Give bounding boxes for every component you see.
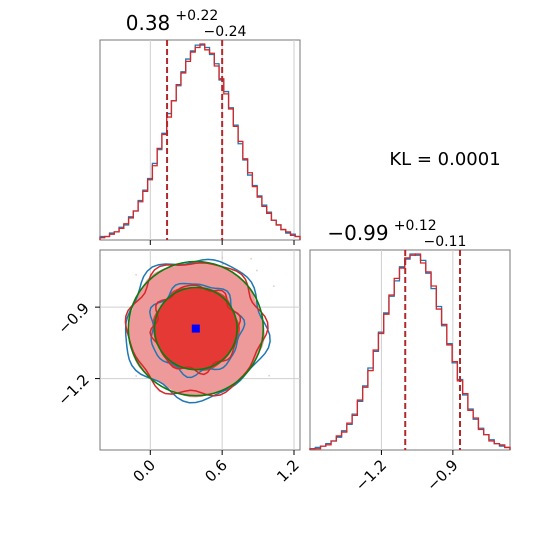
joint-sample — [221, 256, 224, 259]
marginal1-hist-1 — [99, 43, 301, 240]
marginal2-hist-1 — [309, 253, 511, 450]
joint-xtick-label-0: 0.0 — [130, 456, 160, 486]
marginal1-frame — [99, 39, 301, 241]
joint-sample — [272, 285, 275, 288]
joint-contour-green-outer — [127, 260, 265, 397]
marginal2-xtick-label-1: −0.9 — [423, 456, 461, 494]
joint-contour-blue-inner — [149, 282, 246, 379]
joint-xtick-label-1: 0.6 — [201, 456, 231, 486]
joint-sample — [250, 257, 253, 260]
joint-sample — [135, 273, 138, 276]
marginal-param2-panel — [309, 249, 511, 455]
marginal-param1-panel — [99, 39, 301, 245]
param1-title-sub: −0.24 — [204, 24, 247, 40]
joint-mean-marker — [191, 324, 200, 333]
joint-sample — [256, 269, 258, 272]
param2-title-main: −0.99 — [327, 221, 388, 245]
param2-title-sub: −0.11 — [424, 234, 467, 250]
kl-annotation: KL = 0.0001 — [389, 149, 500, 170]
joint-xtick-label-2: 1.2 — [273, 456, 303, 486]
joint-ytick-label-1: −0.9 — [54, 299, 92, 337]
joint-contour-green-inner — [153, 286, 238, 371]
param1-title-main: 0.38 — [126, 11, 171, 35]
param2-title: −0.99 +0.12 — [327, 218, 436, 245]
param2-title-sup: +0.12 — [394, 218, 437, 234]
joint-sample — [268, 374, 271, 377]
param1-title: 0.38 +0.22 — [126, 8, 219, 35]
joint-contour-red-outer — [124, 262, 269, 397]
joint-density-panel — [95, 249, 301, 455]
joint-sample — [135, 375, 138, 377]
marginal2-xtick-label-0: −1.2 — [352, 456, 390, 494]
joint-ytick-label-0: −1.2 — [54, 371, 92, 409]
joint-contour-red-inner — [149, 284, 242, 376]
marginal2-frame — [309, 249, 511, 451]
param1-title-sup: +0.22 — [175, 8, 218, 24]
